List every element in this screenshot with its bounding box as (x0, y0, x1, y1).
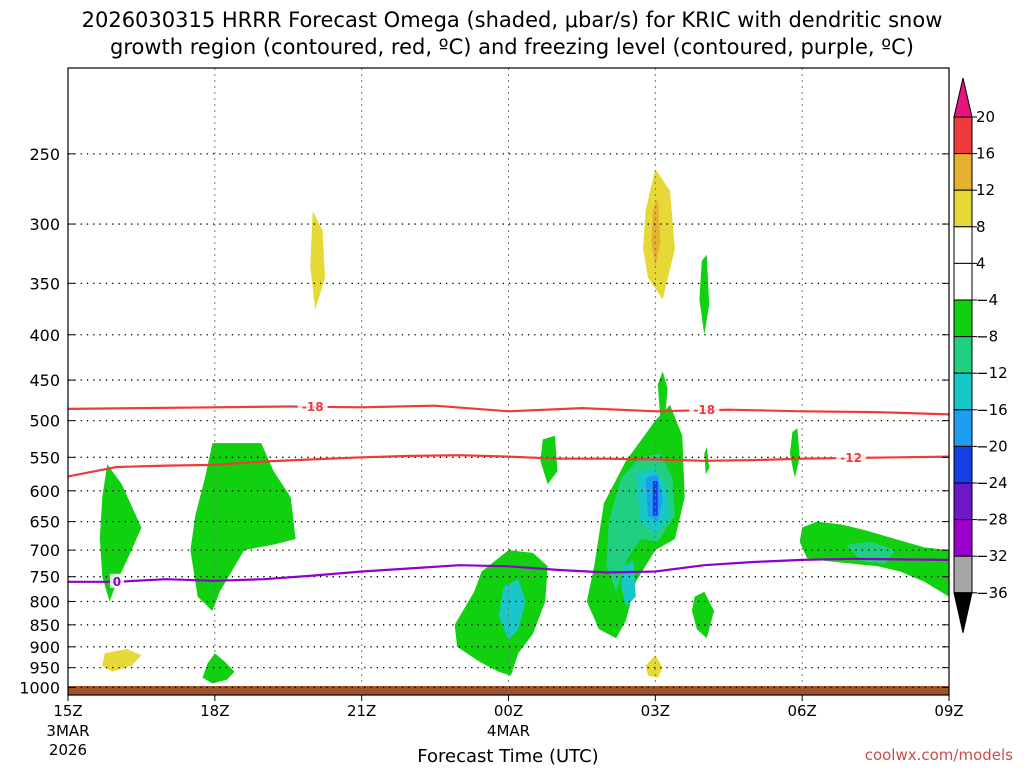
colorbar-label-11: −28 (976, 511, 1008, 529)
colorbar-label-13: −36 (976, 584, 1008, 602)
x-tick-label-06Z: 06Z (787, 702, 816, 720)
y-tick-label-850: 850 (29, 616, 60, 635)
ground-surface-bar (68, 686, 949, 695)
y-tick-label-400: 400 (29, 326, 60, 345)
y-tick-label-950: 950 (29, 659, 60, 678)
x-tick-label-03Z: 03Z (641, 702, 670, 720)
omega-region-pos8 (645, 655, 663, 678)
omega-region-neg20 (652, 481, 658, 516)
dgz-contour-label--18-bg (297, 398, 328, 413)
colorbar-box-1 (953, 153, 973, 191)
y-tick-label-450: 450 (29, 371, 60, 390)
dgz-contour-label--18: -18 (693, 403, 715, 417)
colorbar-label-9: −20 (976, 437, 1008, 455)
colorbar-bottom-triangle (953, 592, 973, 633)
y-tick-label-500: 500 (29, 412, 60, 431)
colorbar-label-1: 16 (976, 145, 995, 163)
gridlines (68, 68, 949, 695)
y-tick-label-1000: 1000 (19, 678, 60, 697)
colorbar-label-12: −32 (976, 547, 1008, 565)
y-tick-label-750: 750 (29, 568, 60, 587)
omega-region-pos4 (581, 86, 688, 433)
omega-region-neg4 (99, 464, 142, 602)
omega-region-pos4 (630, 629, 685, 682)
omega-region-neg4 (202, 653, 235, 684)
omega-region-neg4 (540, 435, 558, 485)
colorbar-label-7: −12 (976, 364, 1008, 382)
colorbar-box-4 (953, 262, 973, 301)
omega-region-pos4 (200, 130, 218, 211)
y-tick-label-550: 550 (29, 448, 60, 467)
y-tick-label-800: 800 (29, 593, 60, 612)
colorbar-label-6: −8 (976, 328, 998, 346)
x-tick-label-09Z: 09Z (934, 702, 963, 720)
omega-region-neg4 (699, 254, 710, 335)
colorbar-box-6 (953, 336, 973, 374)
pressure-axis: 250 300 350 400 450 500 550 600 650 700 750 800 850 9… (19, 145, 949, 697)
omega-region-neg4 (692, 591, 715, 639)
colorbar-top-triangle (953, 77, 973, 118)
dgz-contour--18 (67, 404, 950, 416)
colorbar-label-2: 12 (976, 181, 995, 199)
y-tick-label-600: 600 (29, 482, 60, 501)
site-credit: coolwx.com/models (865, 746, 1013, 764)
x-tick-label-21Z: 21Z (347, 702, 376, 720)
colorbar-box-9 (953, 445, 973, 484)
dgz-contour--12 (67, 454, 950, 478)
dgz-contour-label--12: -12 (840, 451, 862, 465)
colorbar-box-3 (953, 226, 973, 264)
y-tick-label-900: 900 (29, 638, 60, 657)
dgz-contour-label--18: -18 (302, 400, 324, 414)
omega-region-pos8 (102, 649, 142, 672)
x-tick-date-4MAR: 4MAR (487, 722, 530, 740)
colorbar-label-5: −4 (976, 291, 998, 309)
omega-region-pos8 (310, 211, 325, 310)
colorbar-box-7 (953, 372, 973, 411)
omega-region-neg4 (190, 443, 296, 611)
colorbar-label-0: 20 (976, 108, 995, 126)
colorbar-label-10: −24 (976, 474, 1008, 492)
freezing-level-label: 0 (113, 575, 121, 589)
x-tick-date-3MAR: 3MAR (46, 722, 89, 740)
chart-title-line1: 2026030315 HRRR Forecast Omega (shaded, … (82, 8, 943, 32)
omega-region-pos4 (802, 277, 949, 465)
dgz-contour-label--18-bg (689, 402, 720, 417)
y-tick-label-650: 650 (29, 513, 60, 532)
x-tick-label-15Z: 15Z (53, 702, 82, 720)
x-axis-title: Forecast Time (UTC) (417, 746, 598, 767)
contour-lines-layer: -18 -18 -12 0 (67, 398, 950, 589)
omega-region-neg4 (789, 428, 800, 478)
x-tick-label-00Z: 00Z (494, 702, 523, 720)
omega-region-neg4 (657, 371, 668, 417)
colorbar: 20 16 12 8 4 −4 −8 −12 −16 −20 −24 −28 −32 −36 (953, 77, 1008, 633)
colorbar-box-8 (953, 409, 973, 447)
y-tick-label-300: 300 (29, 215, 60, 234)
dgz-contour-label--12-bg (836, 450, 867, 465)
freezing-level-label-bg (109, 573, 124, 588)
freezing-level-line (68, 557, 950, 583)
omega-region-pos4 (812, 659, 932, 680)
colorbar-label-3: 8 (976, 218, 986, 236)
chart-title-line2: growth region (contoured, red, ºC) and f… (110, 35, 914, 59)
y-tick-label-350: 350 (29, 274, 60, 293)
colorbar-box-12 (953, 555, 973, 594)
colorbar-box-10 (953, 482, 973, 521)
colorbar-box-2 (953, 189, 973, 228)
colorbar-label-4: 4 (976, 254, 986, 272)
colorbar-box-5 (953, 299, 973, 338)
y-tick-label-250: 250 (29, 145, 60, 164)
omega-shading-layer (85, 86, 949, 684)
omega-region-neg12 (498, 579, 526, 641)
y-tick-label-700: 700 (29, 541, 60, 560)
omega-region-pos4 (280, 86, 391, 436)
colorbar-label-8: −16 (976, 401, 1008, 419)
omega-region-pos4 (97, 190, 139, 367)
colorbar-box-11 (953, 519, 973, 557)
x-tick-label-18Z: 18Z (200, 702, 229, 720)
colorbar-box-0 (953, 116, 973, 155)
x-tick-year: 2026 (49, 741, 87, 759)
